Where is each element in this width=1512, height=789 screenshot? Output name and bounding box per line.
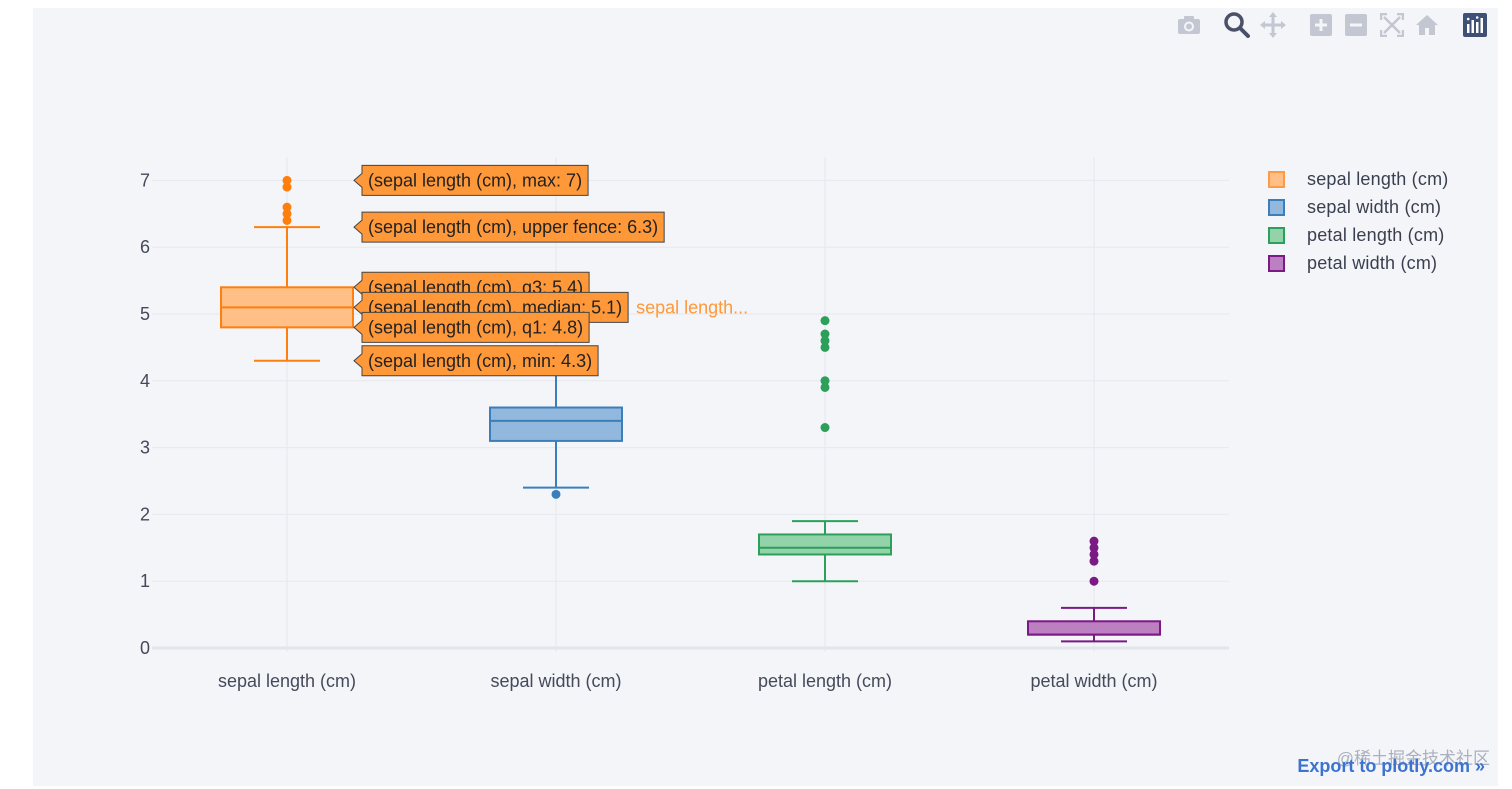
hover-label-text: (sepal length (cm), q1: 4.8) xyxy=(368,317,583,337)
y-tick-label: 6 xyxy=(140,237,150,257)
pan-icon[interactable] xyxy=(1258,10,1288,40)
legend-item-petal-length[interactable]: petal length (cm) xyxy=(1268,221,1448,249)
outlier-point[interactable] xyxy=(282,202,292,212)
home-icon[interactable] xyxy=(1412,10,1442,40)
legend-swatch-sepal-length xyxy=(1268,170,1285,188)
legend: sepal length (cm) sepal width (cm) petal… xyxy=(1268,165,1448,277)
legend-label: petal width (cm) xyxy=(1307,252,1438,273)
y-tick-label: 3 xyxy=(140,438,150,458)
modebar-toolbar xyxy=(1170,10,1500,42)
legend-swatch-petal-width xyxy=(1268,254,1285,272)
legend-swatch-petal-length xyxy=(1268,226,1285,244)
legend-label: sepal width (cm) xyxy=(1307,196,1442,217)
y-tick-label: 5 xyxy=(140,304,150,324)
outlier-point[interactable] xyxy=(1089,549,1099,559)
outlier-point[interactable] xyxy=(820,336,830,346)
hover-label-box xyxy=(353,211,665,243)
outlier-point[interactable] xyxy=(282,175,292,185)
y-tick-label: 7 xyxy=(140,170,150,190)
x-tick-label: petal length (cm) xyxy=(758,671,892,691)
legend-swatch-sepal-width xyxy=(1268,198,1285,216)
box-iqr[interactable] xyxy=(489,406,623,442)
hover-label-box xyxy=(353,345,599,377)
outlier-point[interactable] xyxy=(551,489,561,499)
box-iqr[interactable] xyxy=(1027,620,1161,636)
legend-label: sepal length (cm) xyxy=(1307,168,1449,189)
outlier-point[interactable] xyxy=(820,316,830,326)
outlier-point[interactable] xyxy=(1089,556,1099,566)
plotly-logo-icon[interactable] xyxy=(1460,10,1490,40)
hover-label-box xyxy=(353,311,590,343)
zoom-out-icon[interactable] xyxy=(1341,10,1371,40)
outlier-point[interactable] xyxy=(820,342,830,352)
autoscale-icon[interactable] xyxy=(1377,10,1407,40)
outlier-point[interactable] xyxy=(1089,536,1099,546)
outlier-point[interactable] xyxy=(820,382,830,392)
export-to-plotly-link[interactable]: Export to plotly.com » xyxy=(1297,756,1485,776)
x-tick-label: petal width (cm) xyxy=(1030,671,1157,691)
box-iqr[interactable] xyxy=(758,533,892,556)
outlier-point[interactable] xyxy=(820,423,830,433)
legend-item-sepal-width[interactable]: sepal width (cm) xyxy=(1268,193,1448,221)
outlier-point[interactable] xyxy=(1089,543,1099,553)
hover-label-text: (sepal length (cm), max: 7) xyxy=(368,170,582,190)
camera-icon[interactable] xyxy=(1174,10,1204,40)
hover-label-box xyxy=(353,164,589,196)
hover-trace-name: sepal length... xyxy=(636,297,748,317)
outlier-point[interactable] xyxy=(820,329,830,339)
x-tick-label: sepal length (cm) xyxy=(218,671,356,691)
outlier-point[interactable] xyxy=(282,209,292,219)
y-tick-label: 0 xyxy=(140,638,150,658)
legend-label: petal length (cm) xyxy=(1307,224,1445,245)
watermark: @稀土掘金技术社区 xyxy=(1336,749,1490,768)
outlier-point[interactable] xyxy=(282,215,292,225)
legend-item-sepal-length[interactable]: sepal length (cm) xyxy=(1268,165,1448,193)
outlier-point[interactable] xyxy=(1089,576,1099,586)
plot-background xyxy=(33,8,1498,786)
zoom-in-icon[interactable] xyxy=(1306,10,1336,40)
hover-label-text: (sepal length (cm), min: 4.3) xyxy=(368,351,592,371)
y-tick-label: 1 xyxy=(140,571,150,591)
y-tick-label: 2 xyxy=(140,504,150,524)
zoom-icon[interactable] xyxy=(1222,10,1252,40)
x-tick-label: sepal width (cm) xyxy=(490,671,621,691)
outlier-point[interactable] xyxy=(820,376,830,386)
hover-label-text: (sepal length (cm), upper fence: 6.3) xyxy=(368,217,658,237)
outlier-point[interactable] xyxy=(282,182,292,192)
y-tick-label: 4 xyxy=(140,371,150,391)
legend-item-petal-width[interactable]: petal width (cm) xyxy=(1268,249,1448,277)
